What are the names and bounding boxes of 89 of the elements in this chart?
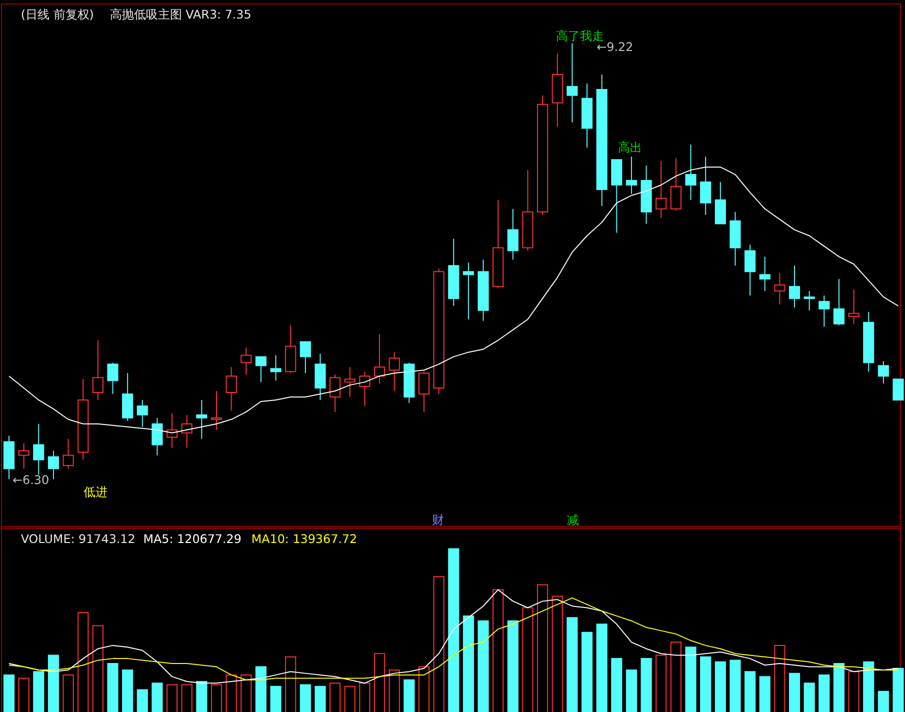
bar	[448, 548, 460, 712]
bar	[33, 671, 44, 712]
bar	[714, 661, 726, 712]
candlestick	[759, 256, 770, 292]
bar	[136, 689, 148, 712]
bar	[107, 662, 118, 712]
candlestick	[18, 442, 30, 470]
candlestick	[418, 371, 430, 412]
bar	[3, 674, 15, 712]
candlestick	[359, 371, 370, 406]
candlestick	[314, 353, 326, 400]
bar	[48, 654, 59, 712]
bar	[478, 620, 489, 712]
text: 减	[567, 512, 580, 527]
bar	[314, 686, 326, 712]
candlestick	[700, 156, 712, 216]
candlestick	[804, 290, 815, 311]
candlestick	[388, 352, 400, 392]
candlestick	[344, 366, 356, 398]
text: MA5: 120677.29	[143, 532, 242, 546]
bar	[878, 690, 889, 712]
bar	[300, 684, 311, 712]
candlestick	[833, 278, 845, 326]
bar	[744, 671, 756, 712]
bar	[759, 676, 770, 712]
chart-title: (日线 前复权)	[20, 7, 94, 22]
bar	[270, 686, 282, 712]
bar	[818, 674, 830, 712]
candlestick	[136, 399, 148, 428]
candlestick	[92, 340, 104, 400]
bar	[581, 632, 593, 712]
bar	[788, 672, 800, 712]
bar	[152, 682, 163, 712]
bar	[404, 679, 415, 712]
candlestick	[62, 438, 74, 470]
candlestick	[685, 144, 696, 200]
candlestick	[196, 399, 208, 440]
bar	[596, 624, 608, 712]
chart-subtitle: 高抛低吸主图 VAR3: 7.35	[110, 7, 252, 22]
bar	[685, 646, 696, 712]
candlestick	[462, 262, 474, 320]
candlestick	[656, 160, 667, 218]
candlestick	[848, 289, 860, 324]
candlestick	[181, 414, 192, 448]
candlestick	[878, 360, 889, 384]
candlestick	[300, 341, 311, 374]
candlestick	[210, 390, 222, 430]
candlestick	[330, 374, 341, 412]
bar	[462, 615, 474, 712]
candlestick	[714, 182, 726, 224]
bar	[730, 660, 741, 712]
bar	[507, 620, 518, 712]
bar	[833, 662, 845, 712]
candlestick	[33, 423, 44, 476]
candlestick	[788, 265, 800, 308]
bar	[566, 617, 578, 712]
candlestick	[507, 208, 518, 260]
candlestick	[670, 158, 682, 211]
chart-title: VOLUME: 91743.12	[20, 532, 136, 546]
candlestick	[374, 334, 386, 384]
candlestick	[240, 347, 252, 376]
bar	[804, 682, 815, 712]
bar	[122, 670, 134, 712]
candlestick	[818, 294, 830, 328]
candlestick	[566, 42, 578, 123]
bar	[611, 658, 622, 712]
bar	[626, 670, 638, 712]
candlestick	[48, 450, 59, 480]
candlestick	[892, 378, 904, 400]
text: MA10: 139367.72	[251, 532, 358, 546]
bar	[640, 658, 652, 712]
candlestick	[774, 272, 786, 305]
bar	[700, 656, 712, 712]
bar	[892, 668, 904, 712]
annotation: 高出	[618, 140, 642, 154]
bar	[863, 661, 874, 712]
candlestick	[255, 356, 266, 383]
candlestick	[744, 244, 756, 296]
candlestick	[122, 372, 134, 422]
candlestick	[107, 362, 118, 395]
bar	[255, 666, 266, 712]
candlestick	[270, 354, 282, 382]
text: 低进	[83, 485, 108, 500]
candlestick	[152, 417, 163, 456]
candlestick	[626, 156, 638, 194]
bar	[196, 681, 208, 712]
text: 财	[432, 512, 444, 527]
annotation: ←6.30	[12, 473, 50, 488]
candlestick	[226, 366, 237, 411]
